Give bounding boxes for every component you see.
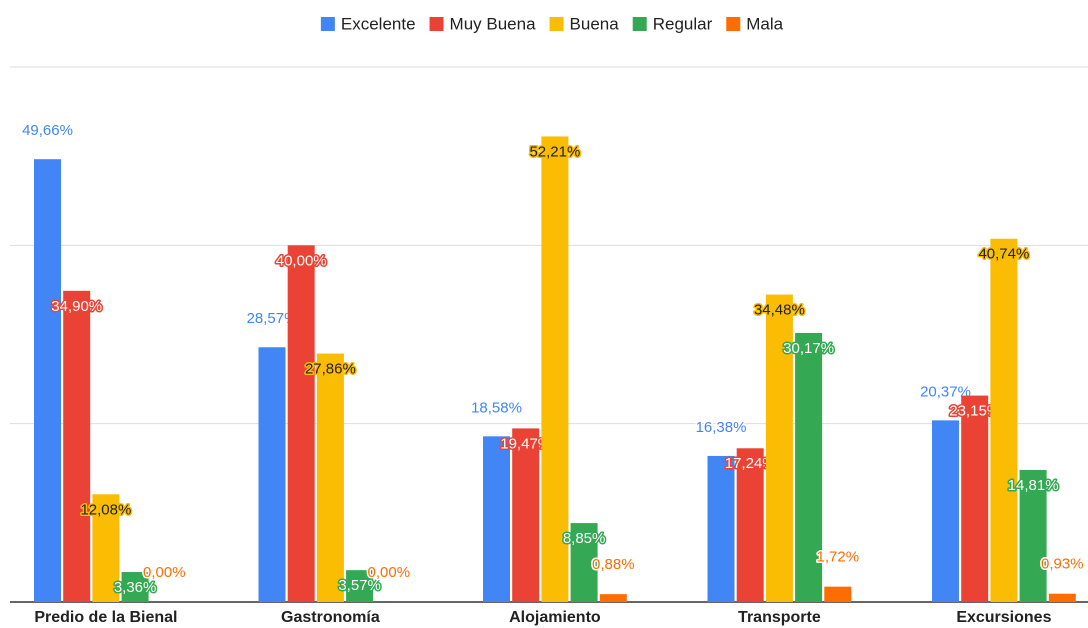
value-label: 28,57% [247,310,298,327]
value-label: 12,08% [80,501,131,518]
value-label: 8,85% [563,530,606,547]
bar [570,523,598,602]
x-tick-label: Transporte [738,609,821,626]
value-label: 34,48% [754,302,805,319]
legend-label: Buena [570,14,620,33]
bar [1019,469,1047,602]
bar [932,420,959,602]
bar [121,572,149,602]
value-label: 23,15% [949,403,1000,420]
x-tick-label: Gastronomía [281,609,380,626]
value-label: 0,93% [1041,556,1084,573]
bar [34,159,61,602]
value-label: 16,38% [696,419,747,436]
value-label: 40,74% [978,246,1029,263]
value-label: 18,58% [471,399,522,416]
bar [63,290,91,602]
value-label: 19,47% [500,435,551,452]
bar [541,136,569,603]
legend-swatch [726,17,741,31]
value-label: 0,00% [143,564,186,581]
bar [824,586,852,602]
value-label: 49,66% [22,122,73,139]
x-tick-label: Excursiones [956,609,1051,626]
legend-label: Muy Buena [450,14,537,33]
value-label: 27,86% [305,361,356,378]
legend-swatch [429,17,444,31]
bar [483,436,510,602]
x-tick-label: Alojamiento [509,609,601,626]
legend-swatch [320,17,335,31]
value-label: 20,37% [920,383,971,400]
bar [990,238,1018,603]
bar [512,428,540,602]
value-label: 34,90% [51,298,102,315]
bar [961,395,989,602]
bar [92,494,120,602]
bar [258,347,286,602]
bar [765,294,793,602]
legend-label: Excelente [341,14,416,33]
bar [795,332,823,602]
bar [316,353,344,602]
legend-label: Regular [653,14,713,33]
value-label: 52,21% [529,143,580,160]
bar [287,245,315,603]
value-label: 40,00% [276,252,327,269]
x-tick-label: Predio de la Bienal [34,609,177,626]
bar [1048,593,1076,602]
bar [707,455,735,602]
value-label: 30,17% [783,340,834,357]
value-label: 17,24% [725,455,776,472]
legend-label: Mala [746,14,783,33]
bar [736,448,764,602]
value-label: 0,88% [592,556,635,573]
value-label: 0,00% [368,564,411,581]
value-label: 14,81% [1008,477,1059,494]
legend-swatch [632,17,647,31]
value-label: 3,36% [114,579,157,596]
bar [599,594,627,602]
legend-swatch [549,17,564,31]
value-label: 1,72% [817,549,860,566]
bar [346,570,374,602]
value-label: 3,57% [338,577,381,594]
